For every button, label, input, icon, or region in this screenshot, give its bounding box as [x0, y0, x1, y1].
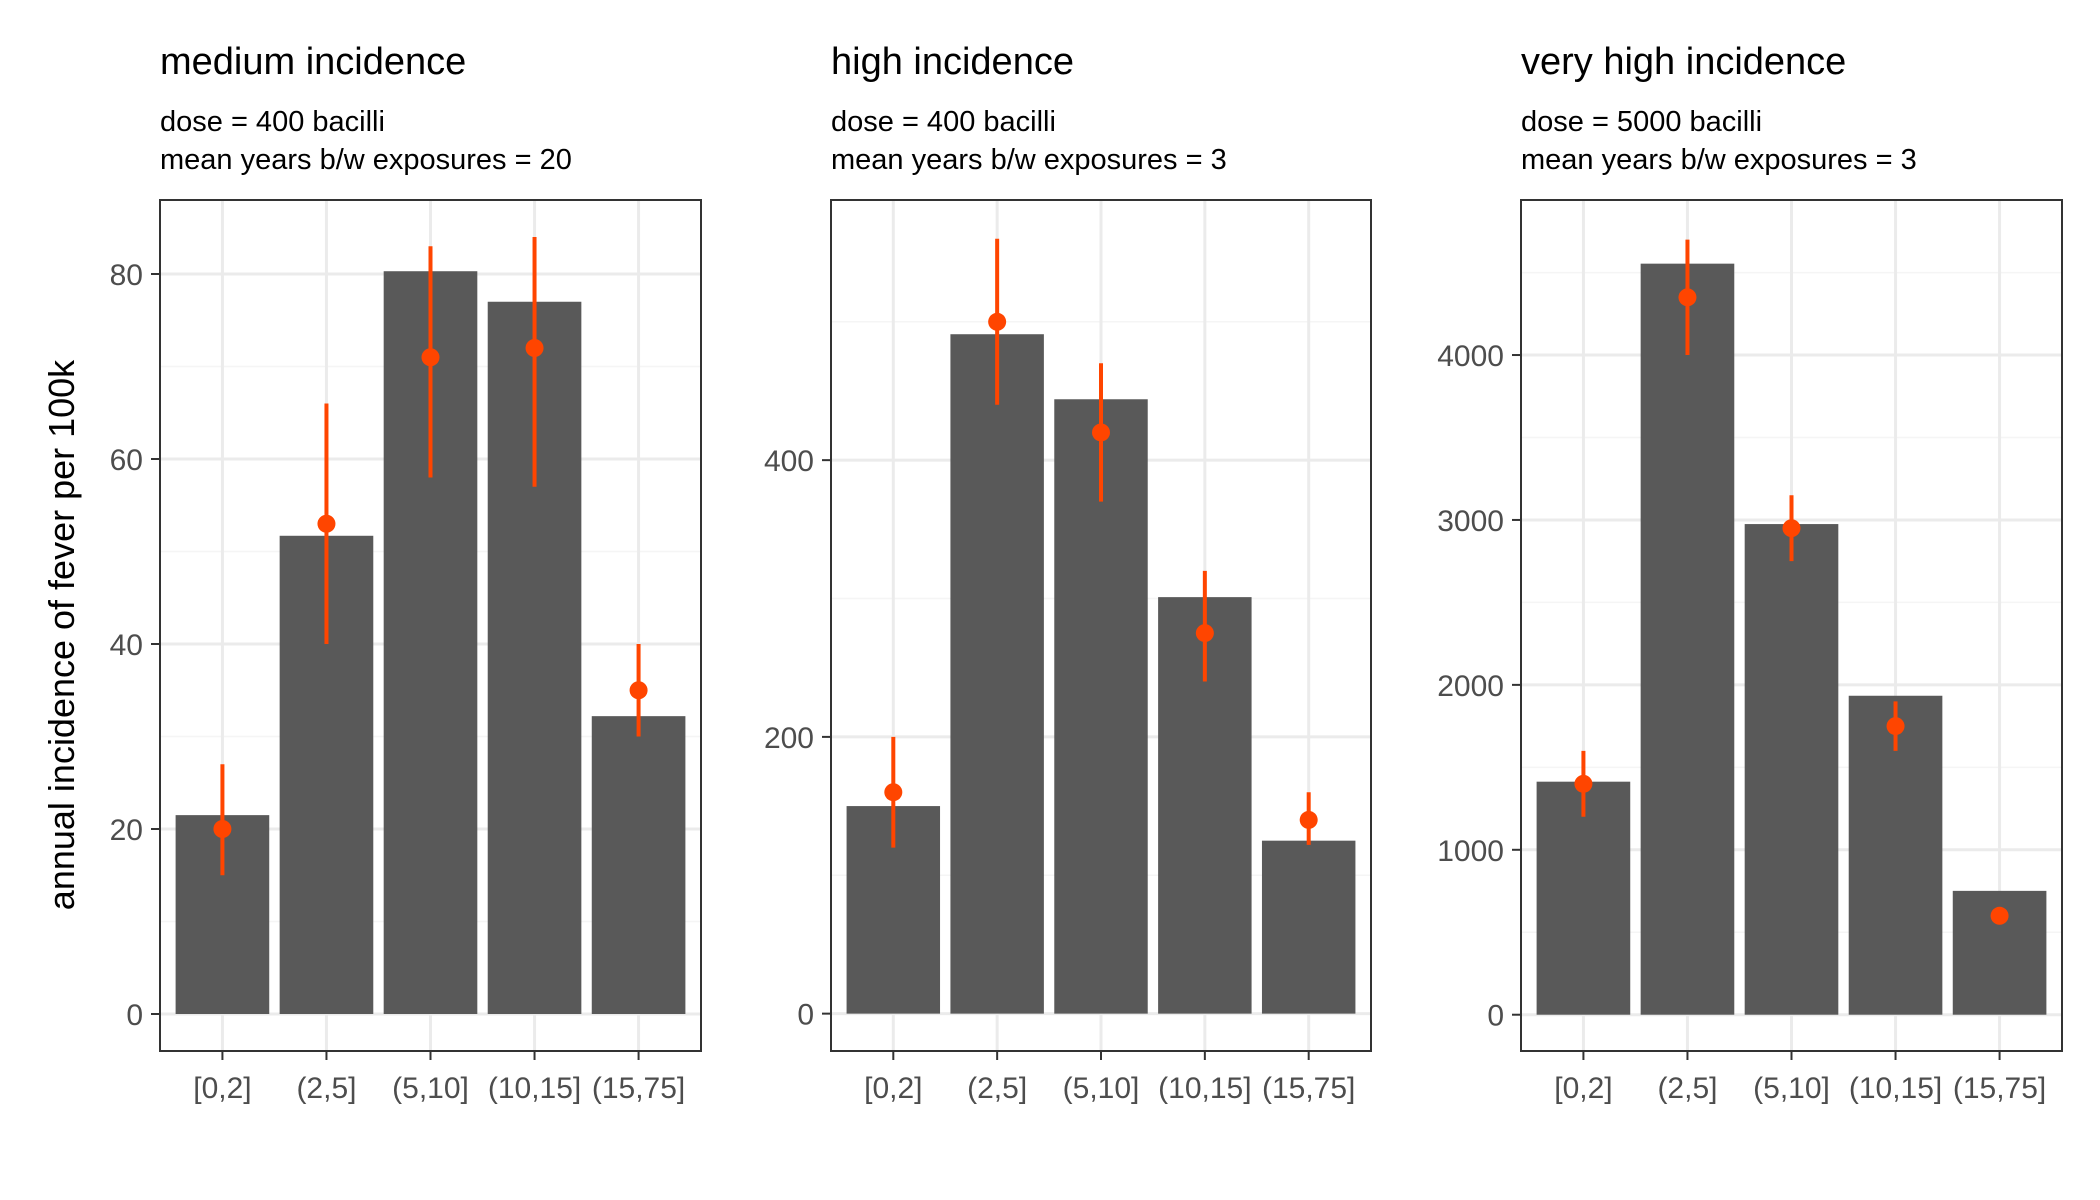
x-tick-label: (2,5] [967, 1072, 1027, 1105]
x-tick-label: (15,75] [592, 1072, 685, 1105]
bar-5 [591, 716, 686, 1014]
panel-subtitle-exposures: mean years b/w exposures = 3 [1521, 144, 1917, 176]
x-tick-label: [0,2] [864, 1072, 922, 1105]
point-4 [525, 339, 544, 357]
x-tick-label: [0,2] [1554, 1072, 1612, 1105]
point-3 [421, 348, 440, 367]
x-tick-label: [0,2] [193, 1072, 251, 1105]
point-5 [1990, 906, 2009, 925]
panel-subtitle-exposures: mean years b/w exposures = 20 [160, 144, 572, 176]
y-tick-label: 0 [126, 999, 143, 1032]
point-2 [988, 312, 1007, 331]
point-1 [1574, 774, 1593, 793]
point-3 [1782, 519, 1801, 538]
point-4 [1886, 717, 1905, 736]
plot-area [160, 200, 701, 1051]
panel-subtitle-dose: dose = 400 bacilli [831, 106, 1056, 138]
panel-2: high incidence dose = 400 bacilli mean yea… [764, 41, 1372, 1105]
y-tick-label: 80 [110, 259, 143, 292]
x-tick-label: (5,10] [1063, 1072, 1140, 1105]
bar-2 [1640, 263, 1735, 1015]
point-5 [629, 681, 648, 700]
panel-title: high incidence [831, 41, 1074, 83]
bar-5 [1261, 840, 1356, 1014]
panel-3: very high incidence dose = 5000 bacilli me… [1437, 41, 2063, 1105]
y-tick-label: 0 [797, 999, 814, 1032]
x-tick-label: (2,5] [1657, 1072, 1717, 1105]
x-tick-label: (15,75] [1262, 1072, 1355, 1105]
panel-1: medium incidence dose = 400 bacilli mean y… [110, 41, 702, 1105]
y-tick-label: 400 [764, 445, 814, 478]
y-tick-label: 4000 [1437, 340, 1504, 373]
y-axis-label: annual incidence of fever per 100k [41, 359, 82, 910]
panel-subtitle-exposures: mean years b/w exposures = 3 [831, 144, 1227, 176]
x-tick-label: (10,15] [1158, 1072, 1251, 1105]
x-tick-label: (2,5] [296, 1072, 356, 1105]
bar-1 [1536, 781, 1631, 1015]
x-tick-label: (5,10] [1753, 1072, 1830, 1105]
plot-area [1521, 200, 2062, 1051]
point-2 [1678, 288, 1697, 307]
point-5 [1299, 810, 1318, 829]
y-tick-label: 40 [110, 629, 143, 662]
bar-3 [1054, 399, 1148, 1014]
x-tick-label: (10,15] [488, 1072, 581, 1105]
x-tick-label: (5,10] [392, 1072, 469, 1105]
y-tick-label: 200 [764, 722, 814, 755]
point-2 [317, 514, 336, 533]
plot-area [831, 200, 1371, 1051]
y-tick-label: 2000 [1437, 670, 1504, 703]
panel-title: medium incidence [160, 41, 466, 83]
bar-2 [950, 334, 1044, 1014]
panel-subtitle-dose: dose = 400 bacilli [160, 106, 385, 138]
bar-3 [1744, 524, 1839, 1015]
panel-subtitle-dose: dose = 5000 bacilli [1521, 106, 1762, 138]
y-tick-label: 0 [1487, 1000, 1504, 1033]
y-tick-label: 60 [110, 444, 143, 477]
point-3 [1092, 423, 1110, 442]
point-1 [884, 783, 903, 802]
y-tick-label: 1000 [1437, 835, 1504, 868]
chart-panels: medium incidence dose = 400 bacilli mean y… [110, 41, 2063, 1105]
x-tick-label: (15,75] [1953, 1072, 2046, 1105]
y-tick-label: 20 [110, 814, 143, 847]
point-4 [1195, 624, 1214, 643]
point-1 [213, 820, 232, 838]
x-tick-label: (10,15] [1849, 1072, 1942, 1105]
y-tick-label: 3000 [1437, 505, 1504, 538]
panel-title: very high incidence [1521, 41, 1846, 83]
